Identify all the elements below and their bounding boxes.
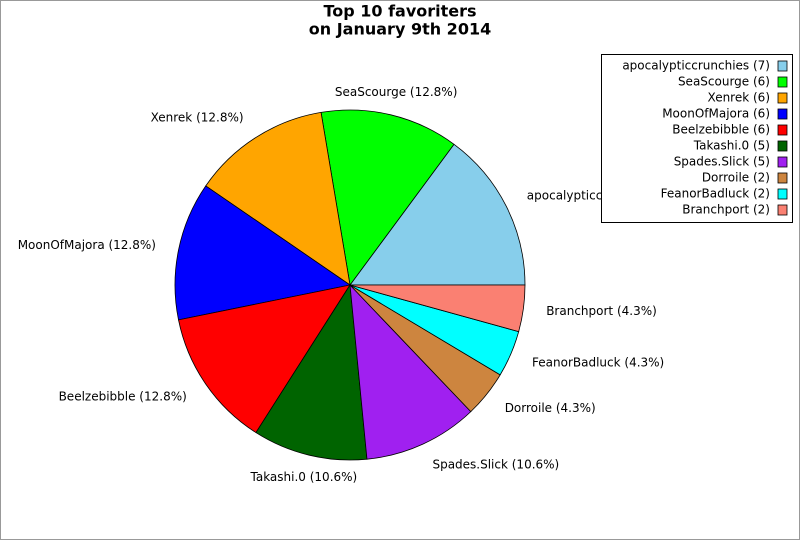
- legend-box: [601, 54, 793, 223]
- legend-label: MoonOfMajora (6): [662, 107, 770, 121]
- slice-label: Spades.Slick (10.6%): [432, 458, 559, 472]
- legend-label: apocalypticcrunchies (7): [622, 59, 770, 73]
- pie-slice: [255, 283, 368, 461]
- legend-label: Spades.Slick (5): [674, 155, 770, 169]
- slice-label: SeaScourge (12.8%): [335, 85, 458, 99]
- legend-swatch: [777, 108, 788, 120]
- legend-swatch: [777, 60, 788, 72]
- slice-label: Xenrek (12.8%): [151, 111, 244, 125]
- legend-swatch: [777, 188, 788, 200]
- legend-swatch: [777, 124, 788, 136]
- slice-label: MoonOfMajora (12.8%): [18, 238, 156, 252]
- legend-swatch: [777, 156, 788, 168]
- pie-slice: [349, 283, 472, 460]
- legend-label: Branchport (2): [682, 203, 770, 217]
- legend-swatch: [777, 172, 788, 184]
- pie-slice: [178, 284, 351, 434]
- pie-slice: [320, 109, 455, 286]
- slice-label: Branchport (4.3%): [546, 304, 657, 318]
- slice-label: Takashi.0 (10.6%): [250, 470, 358, 484]
- legend-label: Beelzebibble (6): [672, 123, 770, 137]
- pie-slice: [174, 185, 352, 321]
- legend-swatch: [777, 92, 788, 104]
- pie-slice: [349, 284, 526, 333]
- pie-slice: [205, 111, 351, 286]
- legend-label: SeaScourge (6): [678, 75, 770, 89]
- legend-swatch: [777, 76, 788, 88]
- legend-label: FeanorBadluck (2): [661, 187, 770, 201]
- legend-swatch: [777, 140, 788, 152]
- slice-label: FeanorBadluck (4.3%): [532, 355, 664, 369]
- slice-label: Beelzebibble (12.8%): [59, 390, 187, 404]
- legend-swatch: [777, 204, 788, 216]
- chart-title: on January 9th 2014: [309, 20, 491, 39]
- legend-label: Takashi.0 (5): [693, 139, 770, 153]
- legend-label: Xenrek (6): [708, 91, 770, 105]
- chart-title: Top 10 favoriters: [323, 2, 476, 21]
- pie-slice: [349, 143, 526, 286]
- slice-label: Dorroile (4.3%): [505, 401, 596, 415]
- legend-label: Dorroile (2): [702, 171, 770, 185]
